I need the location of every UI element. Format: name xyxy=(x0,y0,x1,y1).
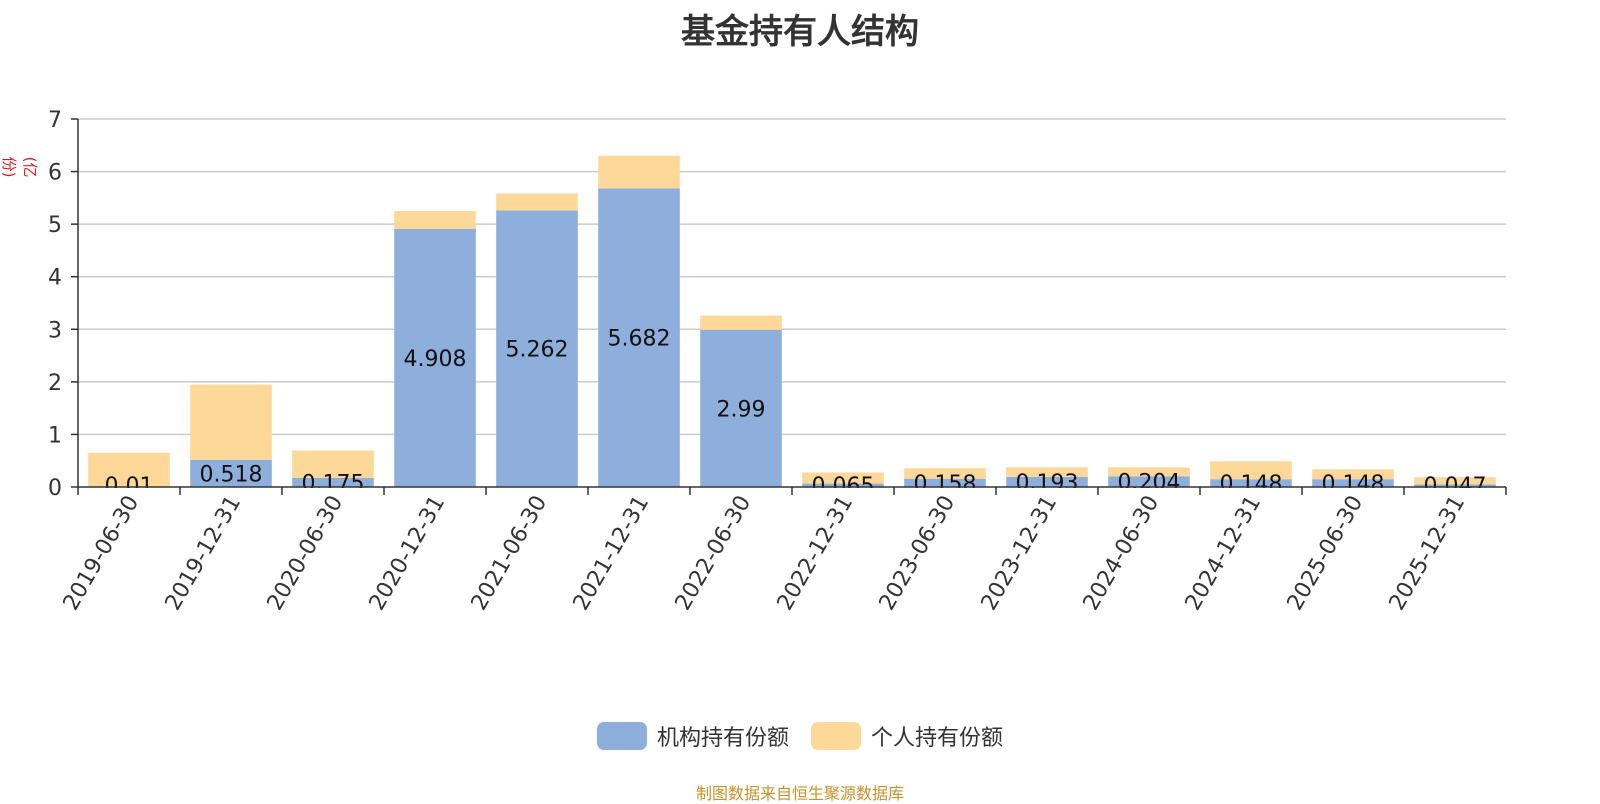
x-tick-label: 2019-12-31 xyxy=(161,492,247,615)
bar-individual xyxy=(1210,461,1292,480)
legend-item-individual[interactable]: 个人持有份额 xyxy=(811,720,1003,752)
y-tick-label: 2 xyxy=(48,371,62,396)
bar-individual xyxy=(1414,477,1496,485)
bar-individual xyxy=(292,450,374,478)
legend-swatch-individual xyxy=(811,722,861,750)
y-tick-label: 5 xyxy=(48,213,62,238)
y-tick-label: 4 xyxy=(48,266,62,291)
bar-individual xyxy=(394,211,476,229)
legend: 机构持有份额 个人持有份额 xyxy=(0,720,1600,752)
y-tick-label: 7 xyxy=(48,108,62,133)
bar-institutional xyxy=(292,477,374,487)
bar-institutional xyxy=(190,459,272,487)
bar-individual xyxy=(904,468,986,479)
y-tick-label: 3 xyxy=(48,318,62,343)
x-tick-label: 2020-06-30 xyxy=(263,492,349,615)
legend-label-individual: 个人持有份额 xyxy=(871,726,1004,751)
bar-institutional xyxy=(1414,484,1496,487)
bar-individual xyxy=(190,384,272,460)
data-label: 5.262 xyxy=(506,338,569,363)
data-label: 2.99 xyxy=(717,397,766,422)
data-label: 5.682 xyxy=(608,327,671,352)
x-tick-label: 2023-12-31 xyxy=(977,492,1063,615)
x-tick-label: 2024-06-30 xyxy=(1079,492,1165,615)
x-tick-label: 2025-12-31 xyxy=(1385,492,1471,615)
legend-item-institutional[interactable]: 机构持有份额 xyxy=(596,720,789,752)
bar-institutional xyxy=(1210,479,1292,487)
y-tick-label: 0 xyxy=(48,476,62,501)
x-tick-label: 2020-12-31 xyxy=(365,492,451,615)
x-tick-label: 2022-12-31 xyxy=(773,492,859,615)
data-source-note: 制图数据来自恒生聚源数据库 xyxy=(695,784,904,803)
bar-individual xyxy=(1108,467,1190,477)
data-label: 4.908 xyxy=(404,347,467,372)
bar-individual xyxy=(700,315,782,330)
x-tick-label: 2022-06-30 xyxy=(671,492,757,615)
bar-institutional xyxy=(496,210,578,487)
bar-institutional xyxy=(700,329,782,487)
bar-individual xyxy=(496,193,578,211)
y-tick-label: 6 xyxy=(48,161,62,186)
bar-individual xyxy=(1006,467,1088,477)
bar-individual xyxy=(598,155,680,189)
bar-institutional xyxy=(802,483,884,487)
bar-institutional xyxy=(1108,476,1190,487)
bar-individual xyxy=(1312,469,1394,480)
bar-individual xyxy=(88,452,170,487)
bar-institutional xyxy=(1006,476,1088,487)
x-tick-label: 2023-06-30 xyxy=(875,492,961,615)
x-tick-label: 2025-06-30 xyxy=(1283,492,1369,615)
legend-swatch-institutional xyxy=(596,722,647,750)
bar-institutional xyxy=(394,228,476,487)
bar-institutional xyxy=(1312,479,1394,487)
data-label: 0.518 xyxy=(200,462,263,487)
x-tick-label: 2019-06-30 xyxy=(59,492,145,615)
x-tick-label: 2021-06-30 xyxy=(467,492,553,615)
bar-individual xyxy=(802,472,884,484)
x-tick-label: 2021-12-31 xyxy=(569,492,655,615)
bar-institutional xyxy=(904,478,986,487)
legend-label-institutional: 机构持有份额 xyxy=(656,726,789,751)
chart-title: 基金持有人结构 xyxy=(681,12,919,52)
x-tick-label: 2024-12-31 xyxy=(1181,492,1267,615)
y-tick-label: 1 xyxy=(48,423,62,448)
bar-institutional xyxy=(598,188,680,488)
